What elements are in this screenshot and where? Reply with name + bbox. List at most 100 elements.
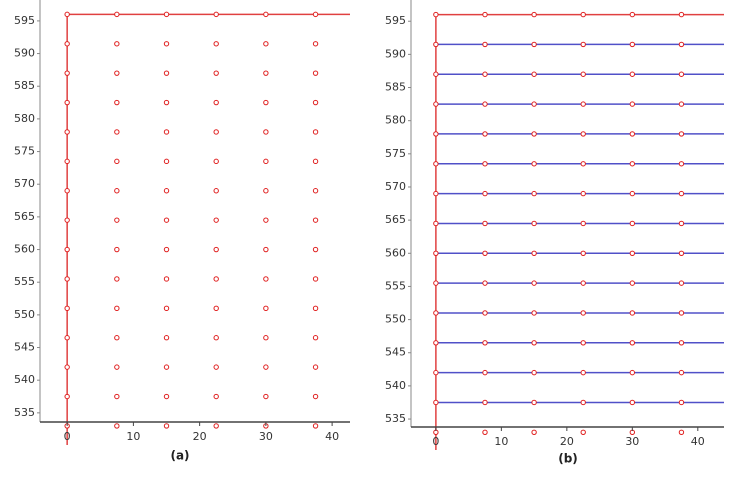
x-tick-label: 0 <box>432 435 439 448</box>
node <box>114 305 120 312</box>
node <box>263 335 269 341</box>
node <box>114 393 120 400</box>
node <box>114 246 120 253</box>
node <box>163 188 170 194</box>
node <box>629 41 636 48</box>
y-tick-label: 565 <box>14 210 35 223</box>
y-tick-label: 565 <box>385 213 406 226</box>
node <box>433 161 439 167</box>
node <box>312 99 319 106</box>
node <box>580 11 586 18</box>
node <box>433 41 439 48</box>
node <box>163 246 170 253</box>
node <box>213 11 219 18</box>
node <box>580 131 586 137</box>
node <box>531 399 537 406</box>
node <box>312 305 319 312</box>
node <box>678 280 685 286</box>
node <box>678 340 685 346</box>
node <box>163 305 170 312</box>
y-tick-label: 535 <box>385 412 406 425</box>
node <box>312 393 319 400</box>
node <box>580 220 586 227</box>
node <box>64 188 70 194</box>
node <box>213 305 219 312</box>
x-tick-label: 20 <box>193 430 207 443</box>
node <box>163 41 170 47</box>
node <box>433 11 439 18</box>
node <box>678 41 685 48</box>
node <box>213 276 219 282</box>
x-tick-label: 20 <box>560 435 574 448</box>
node <box>482 280 488 286</box>
node <box>482 161 488 167</box>
node <box>629 131 636 137</box>
node <box>114 158 120 165</box>
node <box>64 158 70 165</box>
node <box>114 423 120 429</box>
y-tick-label: 545 <box>385 346 406 359</box>
node <box>64 335 70 341</box>
node <box>580 429 586 436</box>
node <box>263 217 269 223</box>
node <box>114 11 120 18</box>
node <box>163 335 170 341</box>
node <box>433 310 439 316</box>
y-tick-label: 585 <box>385 81 406 94</box>
node <box>531 429 537 436</box>
node <box>482 429 488 436</box>
node <box>433 340 439 346</box>
y-tick-label: 560 <box>385 246 406 259</box>
y-tick-label: 595 <box>385 14 406 27</box>
node <box>114 70 120 76</box>
node <box>482 220 488 227</box>
node <box>580 161 586 167</box>
node <box>629 340 636 346</box>
y-tick-label: 570 <box>14 177 35 190</box>
node <box>163 217 170 223</box>
node <box>531 41 537 48</box>
node <box>433 71 439 77</box>
panel-caption: (b) <box>558 452 578 466</box>
node <box>64 246 70 253</box>
node <box>678 220 685 227</box>
node <box>629 71 636 77</box>
node <box>678 369 685 376</box>
node <box>114 276 120 282</box>
node <box>114 335 120 341</box>
node <box>482 71 488 77</box>
node <box>678 11 685 18</box>
node <box>629 11 636 18</box>
node <box>263 70 269 76</box>
node <box>580 280 586 286</box>
node <box>64 11 70 18</box>
node <box>213 99 219 106</box>
node <box>629 220 636 227</box>
node <box>64 217 70 223</box>
node <box>482 101 488 107</box>
node <box>312 364 319 370</box>
node <box>163 129 170 135</box>
node <box>64 70 70 76</box>
node <box>531 369 537 376</box>
node <box>163 276 170 282</box>
node <box>678 429 685 436</box>
node <box>163 158 170 165</box>
y-tick-label: 570 <box>385 180 406 193</box>
y-tick-label: 580 <box>14 112 35 125</box>
node <box>482 369 488 376</box>
node <box>163 99 170 106</box>
y-tick-label: 590 <box>385 47 406 60</box>
node <box>64 129 70 135</box>
node <box>312 246 319 253</box>
node <box>580 340 586 346</box>
node <box>678 101 685 107</box>
node <box>531 161 537 167</box>
node <box>629 280 636 286</box>
node <box>678 71 685 77</box>
node <box>263 99 269 106</box>
node <box>312 41 319 47</box>
node <box>64 41 70 47</box>
x-tick-label: 30 <box>259 430 273 443</box>
y-tick-label: 545 <box>14 341 35 354</box>
